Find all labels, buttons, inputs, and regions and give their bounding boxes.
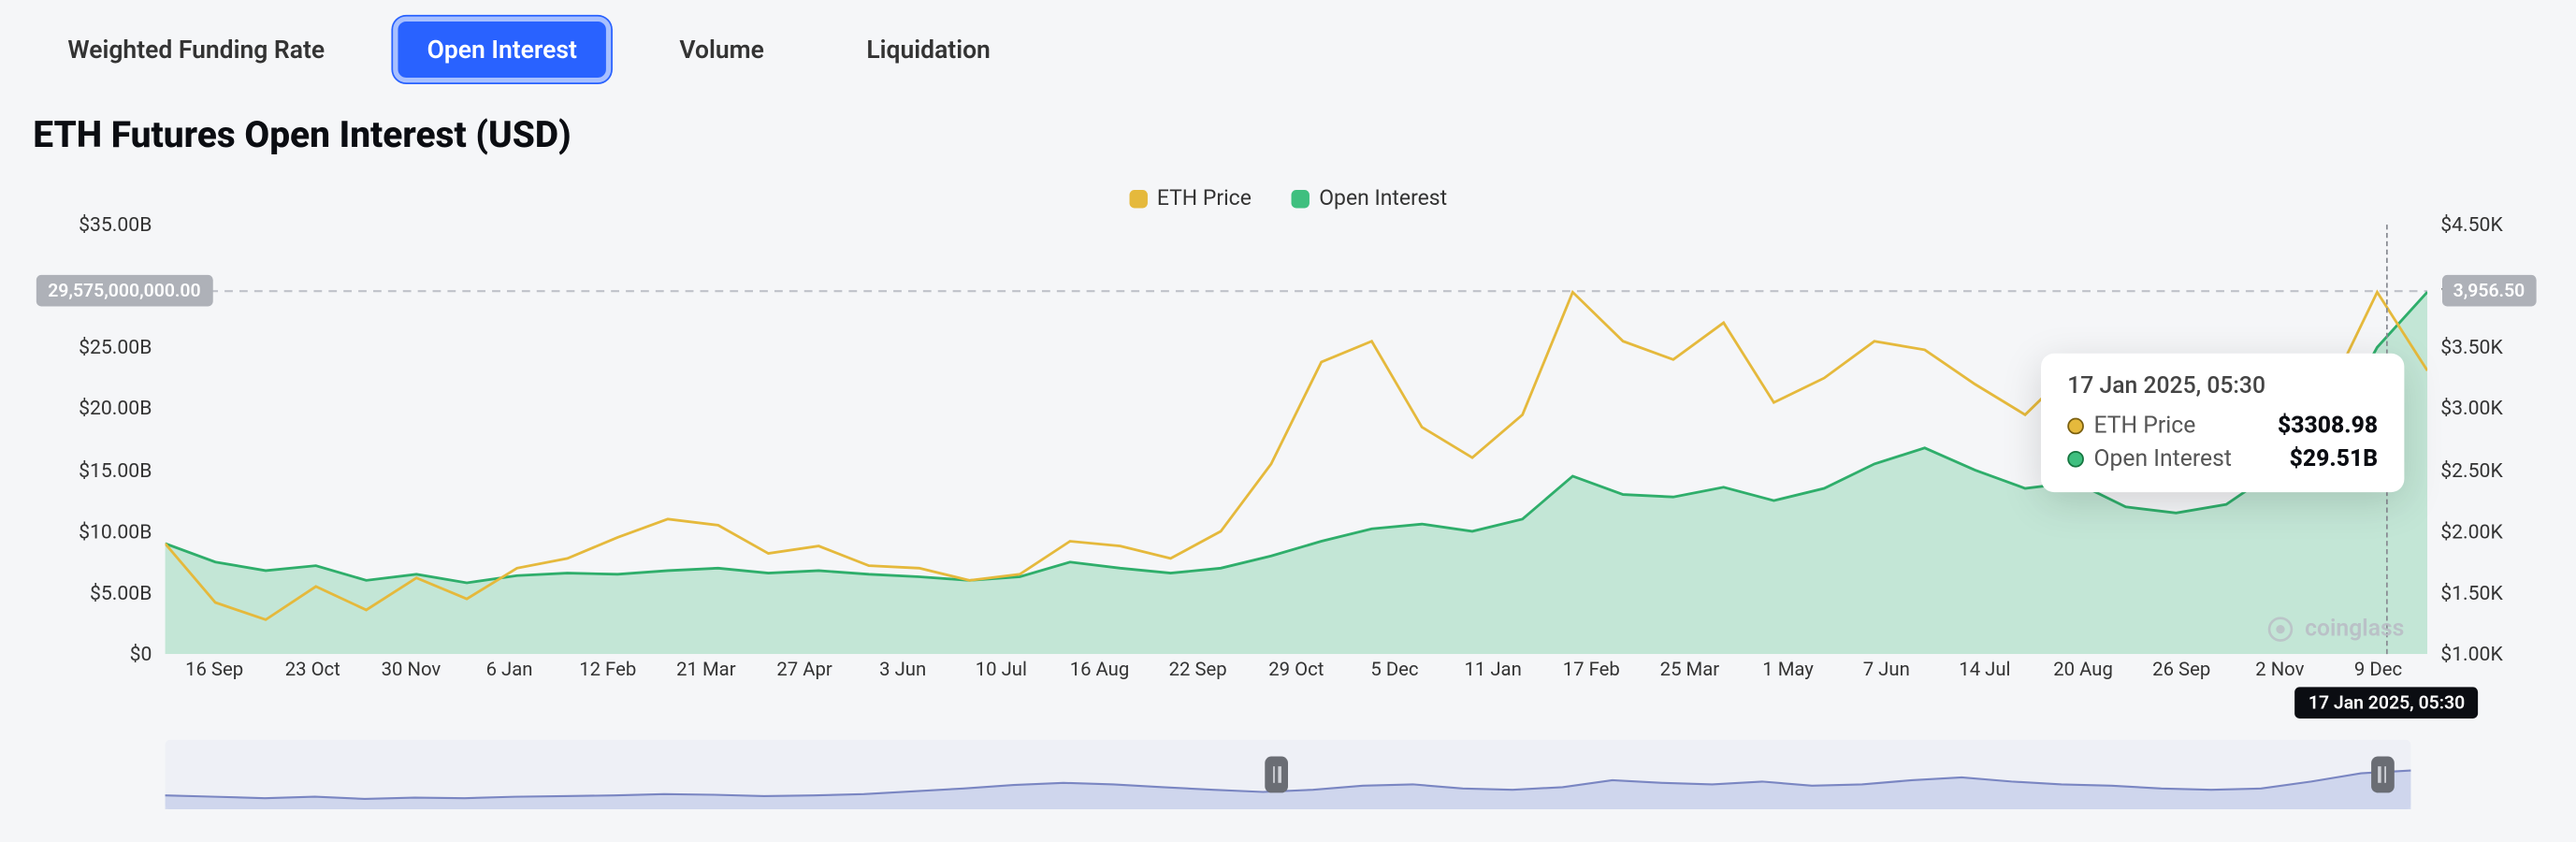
chart-container: Weighted Funding Rate Open Interest Volume… xyxy=(0,0,2576,842)
legend: ETH Price Open Interest xyxy=(33,186,2542,210)
navigator[interactable] xyxy=(166,740,2411,809)
navigator-handle-left[interactable] xyxy=(1266,757,1289,793)
legend-swatch xyxy=(1291,190,1309,208)
xtick: 22 Sep xyxy=(1169,658,1227,681)
tooltip-value: $3308.98 xyxy=(2278,413,2378,439)
ytick-right: $2.50K xyxy=(2440,458,2503,482)
ytick-right: $3.50K xyxy=(2440,336,2503,359)
watermark: coinglass xyxy=(2265,615,2405,645)
xtick: 2 Nov xyxy=(2255,658,2304,681)
tooltip-date: 17 Jan 2025, 05:30 xyxy=(2067,373,2378,399)
tooltip-value: $29.51B xyxy=(2290,446,2378,472)
xtick: 30 Nov xyxy=(382,658,441,681)
tabs: Weighted Funding Rate Open Interest Volume… xyxy=(33,17,2542,83)
ytick-right: $4.50K xyxy=(2440,213,2503,237)
xtick: 20 Aug xyxy=(2053,658,2113,681)
xtick: 1 May xyxy=(1762,658,1814,681)
ytick-right: $1.50K xyxy=(2440,581,2503,604)
xtick: 16 Aug xyxy=(1070,658,1130,681)
legend-item[interactable]: ETH Price xyxy=(1129,186,1252,210)
xtick: 21 Mar xyxy=(676,658,736,681)
tooltip-label: ETH Price xyxy=(2094,413,2196,439)
tab-liquidation[interactable]: Liquidation xyxy=(832,17,1025,83)
watermark-icon xyxy=(2265,615,2295,645)
xtick: 27 Apr xyxy=(776,658,832,681)
tooltip-dot-icon xyxy=(2067,451,2084,468)
xtick: 29 Oct xyxy=(1268,658,1324,681)
xtick: 26 Sep xyxy=(2152,658,2210,681)
tooltip: 17 Jan 2025, 05:30 ETH Price $3308.98 Open… xyxy=(2041,354,2404,492)
ytick-right: $1.00K xyxy=(2440,643,2503,666)
ytick-left: $15.00B xyxy=(79,458,152,482)
xtick: 11 Jan xyxy=(1464,658,1521,681)
tooltip-row: ETH Price $3308.98 xyxy=(2067,413,2378,439)
xtick: 7 Jun xyxy=(1863,658,1910,681)
xtick: 9 Dec xyxy=(2354,658,2402,681)
x-axis: 16 Sep 23 Oct 30 Nov 6 Jan 12 Feb 21 Mar 27 Ap… xyxy=(166,654,2428,687)
legend-swatch xyxy=(1129,190,1147,208)
ytick-left: $20.00B xyxy=(79,397,152,420)
page-title: ETH Futures Open Interest (USD) xyxy=(33,116,2542,157)
xtick: 6 Jan xyxy=(486,658,533,681)
xtick: 12 Feb xyxy=(579,658,636,681)
left-value-badge: 29,575,000,000.00 xyxy=(36,275,212,307)
ytick-left: $35.00B xyxy=(79,213,152,237)
xtick: 23 Oct xyxy=(285,658,340,681)
tab-volume[interactable]: Volume xyxy=(644,17,799,83)
scale-wrap: Weighted Funding Rate Open Interest Volume… xyxy=(0,0,2576,842)
ytick-left: $5.00B xyxy=(90,581,152,604)
xtick: 14 Jul xyxy=(1959,658,2010,681)
legend-item[interactable]: Open Interest xyxy=(1291,186,1447,210)
tooltip-row: Open Interest $29.51B xyxy=(2067,446,2378,472)
tab-weighted-funding-rate[interactable]: Weighted Funding Rate xyxy=(33,17,359,83)
legend-label: Open Interest xyxy=(1319,186,1447,210)
ytick-left: $25.00B xyxy=(79,336,152,359)
tooltip-label: Open Interest xyxy=(2094,446,2232,472)
legend-label: ETH Price xyxy=(1157,186,1252,210)
tooltip-dot-icon xyxy=(2067,418,2084,435)
ytick-left: $0 xyxy=(130,643,152,666)
tab-open-interest[interactable]: Open Interest xyxy=(392,17,612,83)
tooltip-rows: ETH Price $3308.98 Open Interest $29.51B xyxy=(2067,413,2378,472)
ytick-right: $2.00K xyxy=(2440,520,2503,544)
watermark-text: coinglass xyxy=(2305,616,2404,642)
navigator-handle-right[interactable] xyxy=(2370,757,2394,793)
xtick: 16 Sep xyxy=(185,658,243,681)
chart-area[interactable]: $0$5.00B$10.00B$15.00B$20.00B$25.00B$30.… xyxy=(166,225,2428,654)
xtick: 25 Mar xyxy=(1660,658,1720,681)
ytick-left: $10.00B xyxy=(79,520,152,544)
xtick: 3 Jun xyxy=(879,658,926,681)
xtick: 17 Feb xyxy=(1563,658,1620,681)
xtick: 10 Jul xyxy=(976,658,1027,681)
right-value-badge: 3,956.50 xyxy=(2441,276,2536,308)
ytick-right: $3.00K xyxy=(2440,397,2503,420)
xtick: 5 Dec xyxy=(1370,658,1418,681)
cursor-x-label: 17 Jan 2025, 05:30 xyxy=(2295,687,2479,719)
